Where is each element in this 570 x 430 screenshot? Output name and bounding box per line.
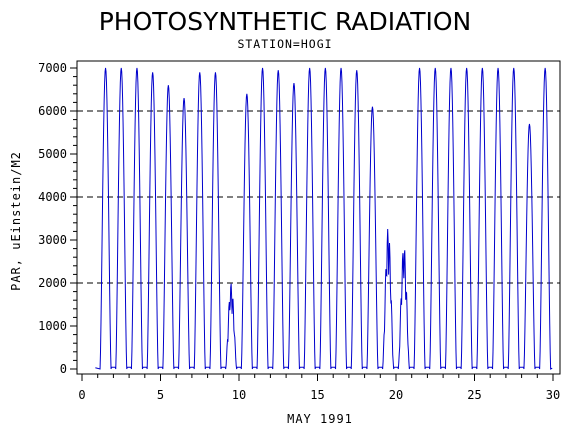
x-axis-label: MAY 1991 — [287, 412, 353, 426]
x-tick-label: 30 — [546, 388, 560, 402]
y-axis: 0 1000 2000 3000 4000 5000 6000 7000 — [38, 61, 77, 376]
y-tick-label: 1000 — [38, 319, 67, 333]
x-axis: 0 5 10 15 20 25 30 — [78, 374, 560, 402]
y-tick-label: 4000 — [38, 190, 67, 204]
chart-title: PHOTOSYNTHETIC RADIATION — [99, 7, 472, 36]
x-tick-label: 20 — [389, 388, 403, 402]
par-series-line — [95, 67, 553, 370]
y-tick-label: 5000 — [38, 147, 67, 161]
y-tick-label: 0 — [60, 362, 67, 376]
x-tick-label: 5 — [157, 388, 164, 402]
y-tick-label: 3000 — [38, 233, 67, 247]
x-tick-label: 10 — [232, 388, 246, 402]
y-tick-label: 7000 — [38, 61, 67, 75]
x-tick-label: 15 — [310, 388, 324, 402]
x-tick-label: 25 — [467, 388, 481, 402]
y-tick-label: 2000 — [38, 276, 67, 290]
y-axis-label: PAR, uEinstein/M2 — [9, 151, 23, 291]
chart-subtitle: STATION=HOGI — [237, 37, 332, 51]
x-tick-label: 0 — [78, 388, 85, 402]
plot-frame — [76, 60, 561, 375]
y-tick-label: 6000 — [38, 104, 67, 118]
series-layer — [95, 67, 553, 370]
